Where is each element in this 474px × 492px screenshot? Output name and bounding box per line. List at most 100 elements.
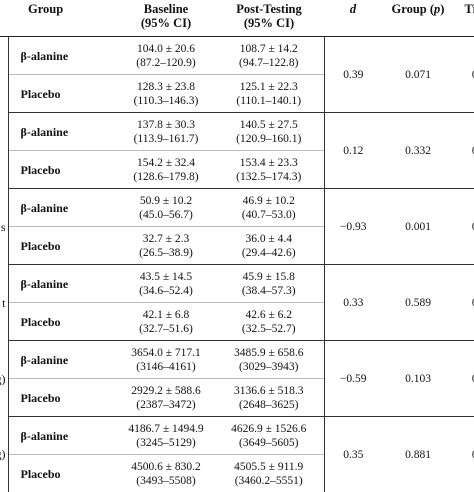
group-cell: β-alanine (8, 265, 118, 303)
post-ci: (32.5–52.7) (214, 322, 324, 336)
post-mean: 140.5 ± 27.5 (214, 118, 324, 132)
header-effect-size: d (324, 0, 382, 37)
effect-size-cell: −0.93 (324, 189, 382, 265)
header-group-p: Group (p) (382, 0, 454, 37)
post-ci: (29.4–42.6) (214, 246, 324, 260)
group-cell: β-alanine (8, 37, 118, 75)
baseline-cell: 50.9 ± 10.2 (45.0–56.7) (118, 189, 214, 227)
baseline-mean: 32.7 ± 2.3 (118, 232, 214, 246)
group-cell: Placebo (8, 455, 118, 492)
post-ci: (40.7–53.0) (214, 208, 324, 222)
group-p-cell: 0.103 (382, 341, 454, 417)
baseline-mean: 137.8 ± 30.3 (118, 118, 214, 132)
group-p-cell: 0.071 (382, 37, 454, 113)
variable-label: t (0, 265, 8, 341)
table-row: l g) β-alanine 4186.7 ± 1494.9 (3245–512… (0, 417, 474, 455)
variable-label (0, 113, 8, 189)
group-cell: Placebo (8, 379, 118, 417)
group-cell: β-alanine (8, 113, 118, 151)
group-cell: β-alanine (8, 417, 118, 455)
effect-size-cell: −0.59 (324, 341, 382, 417)
baseline-cell: 3654.0 ± 717.1 (3146–4161) (118, 341, 214, 379)
table-row: β-alanine 137.8 ± 30.3 (113.9–161.7) 140… (0, 113, 474, 151)
baseline-cell: 32.7 ± 2.3 (26.5–38.9) (118, 227, 214, 265)
effect-size-cell: 0.12 (324, 113, 382, 189)
baseline-cell: 104.0 ± 20.6 (87.2–120.9) (118, 37, 214, 75)
group-p-cell: 0.589 (382, 265, 454, 341)
time-cell: 0.86 (454, 341, 474, 417)
post-ci: (2648–3625) (214, 398, 324, 412)
post-cell: 125.1 ± 22.3 (110.1–140.1) (214, 75, 324, 113)
post-ci: (132.5–174.3) (214, 170, 324, 184)
post-mean: 42.6 ± 6.2 (214, 308, 324, 322)
post-cell: 45.9 ± 15.8 (38.4–57.3) (214, 265, 324, 303)
post-cell: 153.4 ± 23.3 (132.5–174.3) (214, 151, 324, 189)
baseline-ci: (3245–5129) (118, 436, 214, 450)
table-row: l g) β-alanine 3654.0 ± 717.1 (3146–4161… (0, 341, 474, 379)
header-baseline: Baseline (95% CI) (118, 0, 214, 37)
baseline-cell: 42.1 ± 6.8 (32.7–51.6) (118, 303, 214, 341)
group-p-cell: 0.881 (382, 417, 454, 492)
header-time: Time (454, 0, 474, 37)
baseline-ci: (110.3–146.3) (118, 94, 214, 108)
post-mean: 3485.9 ± 658.6 (214, 346, 324, 360)
baseline-mean: 104.0 ± 20.6 (118, 42, 214, 56)
post-mean: 4626.9 ± 1526.6 (214, 422, 324, 436)
baseline-mean: 50.9 ± 10.2 (118, 194, 214, 208)
post-cell: 42.6 ± 6.2 (32.5–52.7) (214, 303, 324, 341)
post-ci: (94.7–122.8) (214, 56, 324, 70)
time-cell: 0.58 (454, 265, 474, 341)
baseline-ci: (26.5–38.9) (118, 246, 214, 260)
baseline-mean: 43.5 ± 14.5 (118, 270, 214, 284)
header-post-ci: (95% CI) (214, 16, 324, 30)
baseline-mean: 4500.6 ± 830.2 (118, 460, 214, 474)
baseline-ci: (128.6–179.8) (118, 170, 214, 184)
variable-label (0, 37, 8, 113)
post-cell: 140.5 ± 27.5 (120.9–160.1) (214, 113, 324, 151)
post-cell: 3136.6 ± 518.3 (2648–3625) (214, 379, 324, 417)
baseline-cell: 4500.6 ± 830.2 (3493–5508) (118, 455, 214, 492)
post-ci: (38.4–57.3) (214, 284, 324, 298)
post-mean: 108.7 ± 14.2 (214, 42, 324, 56)
baseline-ci: (2387–3472) (118, 398, 214, 412)
group-p-cell: 0.332 (382, 113, 454, 189)
group-cell: β-alanine (8, 189, 118, 227)
post-mean: 46.9 ± 10.2 (214, 194, 324, 208)
post-cell: 36.0 ± 4.4 (29.4–42.6) (214, 227, 324, 265)
table-header: Group Baseline (95% CI) Post-Testing (95… (0, 0, 474, 37)
baseline-ci: (45.0–56.7) (118, 208, 214, 222)
effect-size-cell: 0.35 (324, 417, 382, 492)
header-baseline-ci: (95% CI) (118, 16, 214, 30)
header-baseline-label: Baseline (118, 2, 214, 16)
variable-label: s (0, 189, 8, 265)
baseline-ci: (3146–4161) (118, 360, 214, 374)
post-cell: 4626.9 ± 1526.6 (3649–5605) (214, 417, 324, 455)
post-cell: 4505.5 ± 911.9 (3460.2–5551) (214, 455, 324, 492)
baseline-mean: 42.1 ± 6.8 (118, 308, 214, 322)
baseline-ci: (34.6–52.4) (118, 284, 214, 298)
time-cell: 0.87 (454, 189, 474, 265)
post-cell: 3485.9 ± 658.6 (3029–3943) (214, 341, 324, 379)
time-cell: 0.72 (454, 113, 474, 189)
header-post-testing: Post-Testing (95% CI) (214, 0, 324, 37)
baseline-ci: (3493–5508) (118, 474, 214, 488)
post-mean: 45.9 ± 15.8 (214, 270, 324, 284)
post-cell: 46.9 ± 10.2 (40.7–53.0) (214, 189, 324, 227)
post-ci: (3649–5605) (214, 436, 324, 450)
variable-label: l g) (0, 341, 8, 417)
post-mean: 153.4 ± 23.3 (214, 156, 324, 170)
baseline-mean: 2929.2 ± 588.6 (118, 384, 214, 398)
table-row: s β-alanine 50.9 ± 10.2 (45.0–56.7) 46.9… (0, 189, 474, 227)
post-mean: 36.0 ± 4.4 (214, 232, 324, 246)
post-mean: 125.1 ± 22.3 (214, 80, 324, 94)
group-cell: β-alanine (8, 341, 118, 379)
baseline-ci: (87.2–120.9) (118, 56, 214, 70)
baseline-ci: (113.9–161.7) (118, 132, 214, 146)
post-cell: 108.7 ± 14.2 (94.7–122.8) (214, 37, 324, 75)
post-ci: (3029–3943) (214, 360, 324, 374)
baseline-cell: 154.2 ± 32.4 (128.6–179.8) (118, 151, 214, 189)
baseline-cell: 43.5 ± 14.5 (34.6–52.4) (118, 265, 214, 303)
baseline-ci: (32.7–51.6) (118, 322, 214, 336)
results-table-crop: Group Baseline (95% CI) Post-Testing (95… (0, 0, 474, 474)
